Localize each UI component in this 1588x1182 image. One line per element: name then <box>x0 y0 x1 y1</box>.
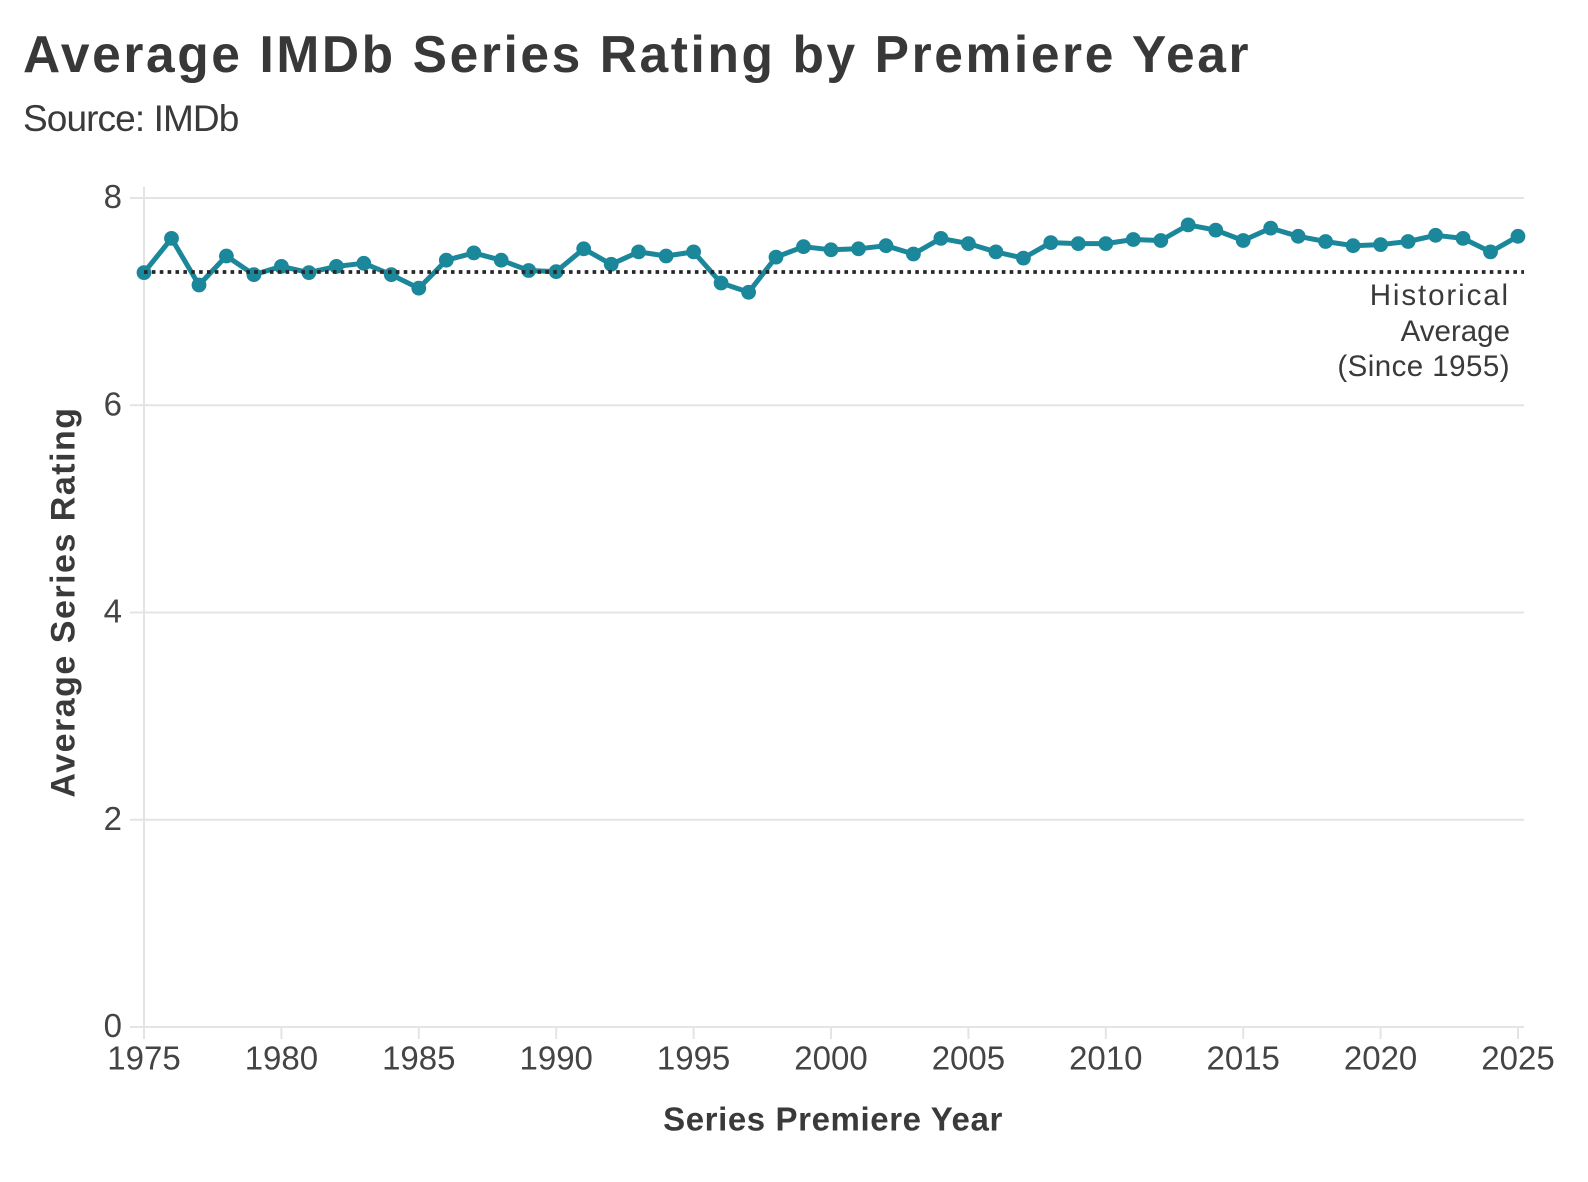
svg-text:2: 2 <box>104 800 122 837</box>
svg-text:2010: 2010 <box>1069 1040 1142 1077</box>
svg-text:0: 0 <box>104 1007 122 1044</box>
svg-text:Source: IMDb: Source: IMDb <box>23 98 239 139</box>
svg-text:2005: 2005 <box>932 1040 1005 1077</box>
svg-text:1990: 1990 <box>519 1040 592 1077</box>
svg-text:2025: 2025 <box>1481 1040 1554 1077</box>
svg-text:Average IMDb Series Rating by: Average IMDb Series Rating by Premiere Y… <box>23 25 1251 83</box>
svg-text:Average Series Rating: Average Series Rating <box>45 406 83 797</box>
svg-text:1975: 1975 <box>107 1040 180 1077</box>
svg-text:1995: 1995 <box>657 1040 730 1077</box>
svg-text:Historical: Historical <box>1370 279 1510 312</box>
svg-text:(Since 1955): (Since 1955) <box>1337 350 1510 383</box>
svg-text:2000: 2000 <box>794 1040 867 1077</box>
svg-text:1985: 1985 <box>382 1040 455 1077</box>
svg-text:4: 4 <box>104 593 122 630</box>
svg-text:1980: 1980 <box>245 1040 318 1077</box>
svg-text:2020: 2020 <box>1344 1040 1417 1077</box>
svg-text:Series Premiere Year: Series Premiere Year <box>663 1101 1003 1138</box>
svg-text:Average: Average <box>1401 315 1510 348</box>
svg-text:8: 8 <box>104 178 122 215</box>
svg-text:2015: 2015 <box>1206 1040 1279 1077</box>
svg-text:6: 6 <box>104 385 122 422</box>
